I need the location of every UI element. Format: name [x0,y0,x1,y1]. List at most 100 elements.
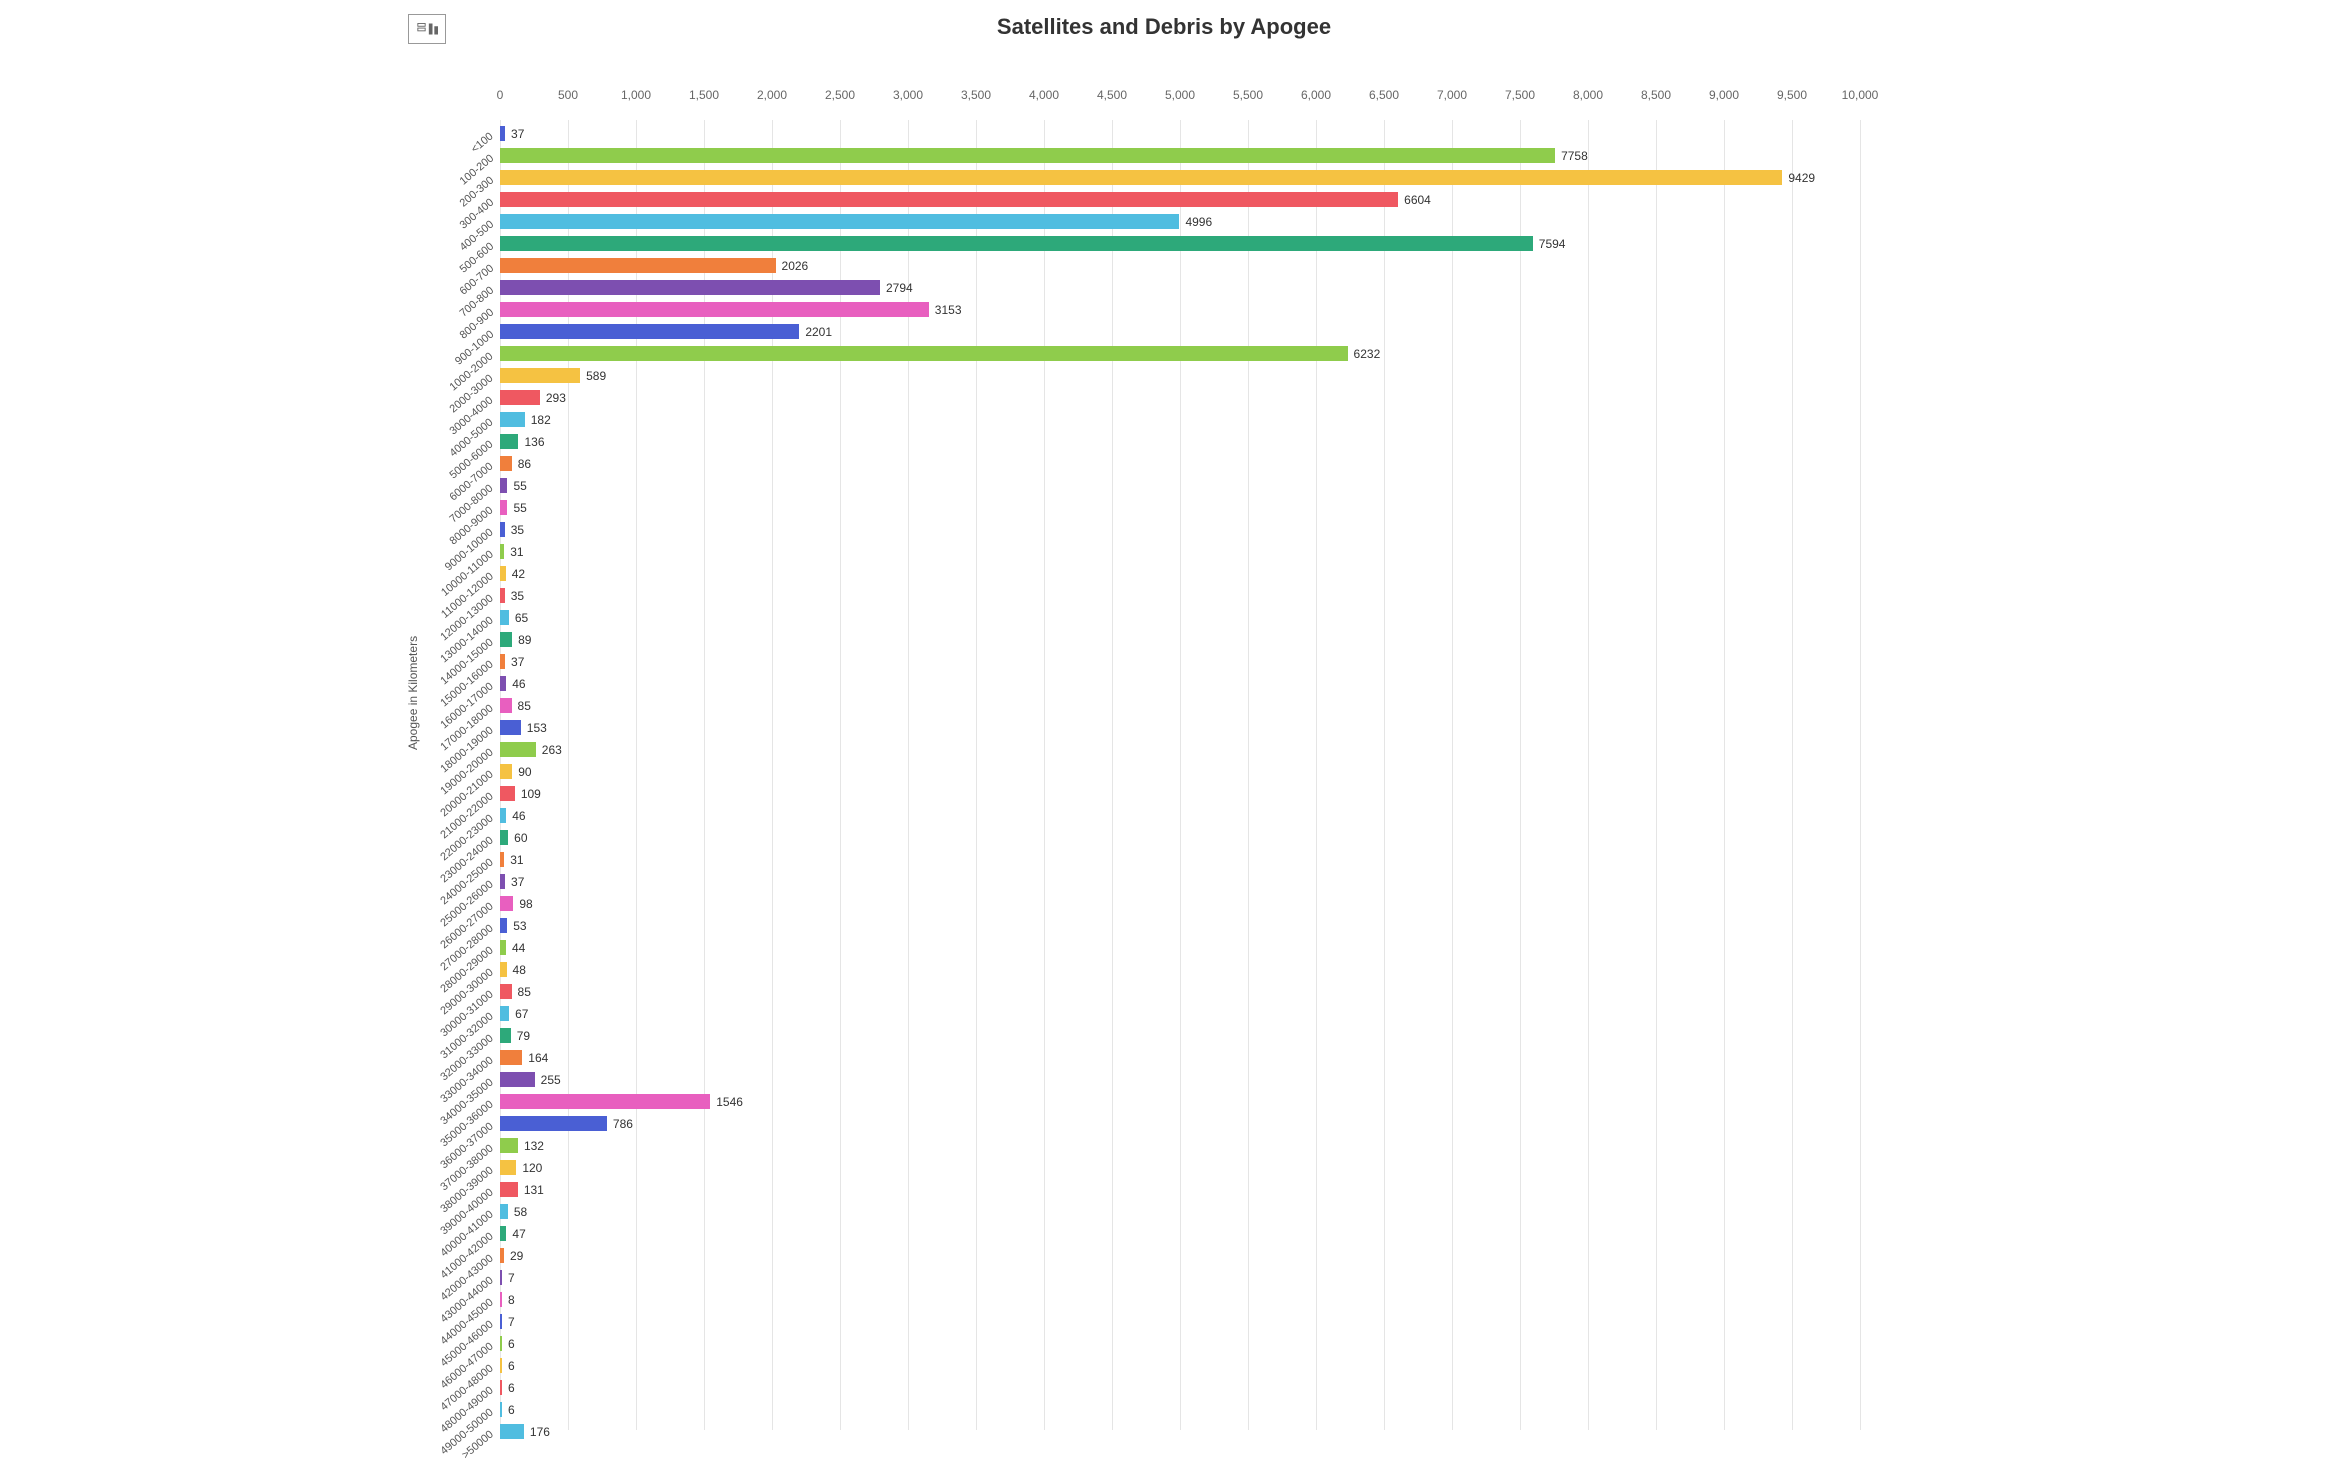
bar[interactable]: 2026 [500,258,776,273]
x-tick: 3,500 [961,88,991,102]
bar-row: 21000-22000109 [500,784,1860,806]
bar[interactable]: 67 [500,1006,509,1021]
bar[interactable]: 58 [500,1204,508,1219]
bar[interactable]: 4996 [500,214,1179,229]
bar-row: 44000-450008 [500,1290,1860,1312]
x-tick: 5,500 [1233,88,1263,102]
bar[interactable]: 98 [500,896,513,911]
bar[interactable]: 31 [500,852,504,867]
bar-value-label: 6604 [1404,193,1431,207]
bar[interactable]: 46 [500,676,506,691]
bar[interactable]: 6 [500,1402,502,1417]
bar[interactable]: 48 [500,962,507,977]
bar[interactable]: 86 [500,456,512,471]
bar-row: 31000-3200067 [500,1004,1860,1026]
bar[interactable]: 589 [500,368,580,383]
bar-row: 8000-900055 [500,498,1860,520]
bar-row: 49000-500006 [500,1400,1860,1422]
bar[interactable]: 55 [500,500,507,515]
bar-row: 28000-2900044 [500,938,1860,960]
x-tick: 8,500 [1641,88,1671,102]
bar[interactable]: 293 [500,390,540,405]
x-tick: 1,000 [621,88,651,102]
bar-value-label: 153 [527,721,547,735]
bar[interactable]: 65 [500,610,509,625]
bar[interactable]: 7594 [500,236,1533,251]
bar[interactable]: 60 [500,830,508,845]
bar[interactable]: 35 [500,588,505,603]
bar[interactable]: 46 [500,808,506,823]
bar[interactable]: 55 [500,478,507,493]
bar-row: 19000-20000263 [500,740,1860,762]
bar[interactable]: 255 [500,1072,535,1087]
bar[interactable]: 1546 [500,1094,710,1109]
bar-row: 12000-1300035 [500,586,1860,608]
x-tick: 500 [558,88,578,102]
bar[interactable]: 120 [500,1160,516,1175]
bar[interactable]: 85 [500,984,512,999]
bar[interactable]: 79 [500,1028,511,1043]
bar[interactable]: 6604 [500,192,1398,207]
bar[interactable]: 6 [500,1380,502,1395]
bar[interactable]: 44 [500,940,506,955]
bar[interactable]: 29 [500,1248,504,1263]
bar-value-label: 67 [515,1007,528,1021]
bar-value-label: 7594 [1539,237,1566,251]
bar[interactable]: 90 [500,764,512,779]
bar-row: 700-8002794 [500,278,1860,300]
bar[interactable]: 2201 [500,324,799,339]
bar-value-label: 37 [511,655,524,669]
bar-row: 38000-39000120 [500,1158,1860,1180]
bar-value-label: 6 [508,1381,515,1395]
bar-row: 400-5004996 [500,212,1860,234]
filter-toggle-button[interactable] [408,14,446,44]
bar[interactable]: 164 [500,1050,522,1065]
bar-row: >50000176 [500,1422,1860,1444]
bar-row: 14000-1500089 [500,630,1860,652]
bar[interactable]: 132 [500,1138,518,1153]
bar[interactable]: 6232 [500,346,1348,361]
bar[interactable]: 182 [500,412,525,427]
bar[interactable]: 136 [500,434,518,449]
bar[interactable]: 7 [500,1270,502,1285]
bar-row: 39000-40000131 [500,1180,1860,1202]
bar[interactable]: 35 [500,522,505,537]
bar[interactable]: 8 [500,1292,502,1307]
bar[interactable]: 53 [500,918,507,933]
bar-value-label: 7 [508,1315,515,1329]
bar[interactable]: 786 [500,1116,607,1131]
bar[interactable]: 263 [500,742,536,757]
bar-row: 42000-4300029 [500,1246,1860,1268]
bar[interactable]: 109 [500,786,515,801]
bar[interactable]: 7 [500,1314,502,1329]
bar[interactable]: 6 [500,1358,502,1373]
bar-value-label: 6 [508,1337,515,1351]
bar[interactable]: 6 [500,1336,502,1351]
bar-row: 27000-2800053 [500,916,1860,938]
bar[interactable]: 153 [500,720,521,735]
bar-value-label: 4996 [1185,215,1212,229]
bar-value-label: 31 [510,853,523,867]
bar-value-label: 98 [519,897,532,911]
bar[interactable]: 37 [500,654,505,669]
bar[interactable]: 47 [500,1226,506,1241]
bar[interactable]: 131 [500,1182,518,1197]
bar[interactable]: 31 [500,544,504,559]
bar[interactable]: 3153 [500,302,929,317]
bar[interactable]: 9429 [500,170,1782,185]
bar-row: 46000-470006 [500,1334,1860,1356]
bar[interactable]: 176 [500,1424,524,1439]
bar[interactable]: 85 [500,698,512,713]
bar[interactable]: 2794 [500,280,880,295]
bar[interactable]: 89 [500,632,512,647]
bar-row: 16000-1700046 [500,674,1860,696]
bar[interactable]: 42 [500,566,506,581]
bar-row: 22000-2300046 [500,806,1860,828]
bar[interactable]: 7758 [500,148,1555,163]
bar[interactable]: 37 [500,874,505,889]
bar-value-label: 263 [542,743,562,757]
bar[interactable]: 37 [500,126,505,141]
bar-row: 32000-3300079 [500,1026,1860,1048]
bar-value-label: 85 [518,985,531,999]
bar-row: 100-2007758 [500,146,1860,168]
